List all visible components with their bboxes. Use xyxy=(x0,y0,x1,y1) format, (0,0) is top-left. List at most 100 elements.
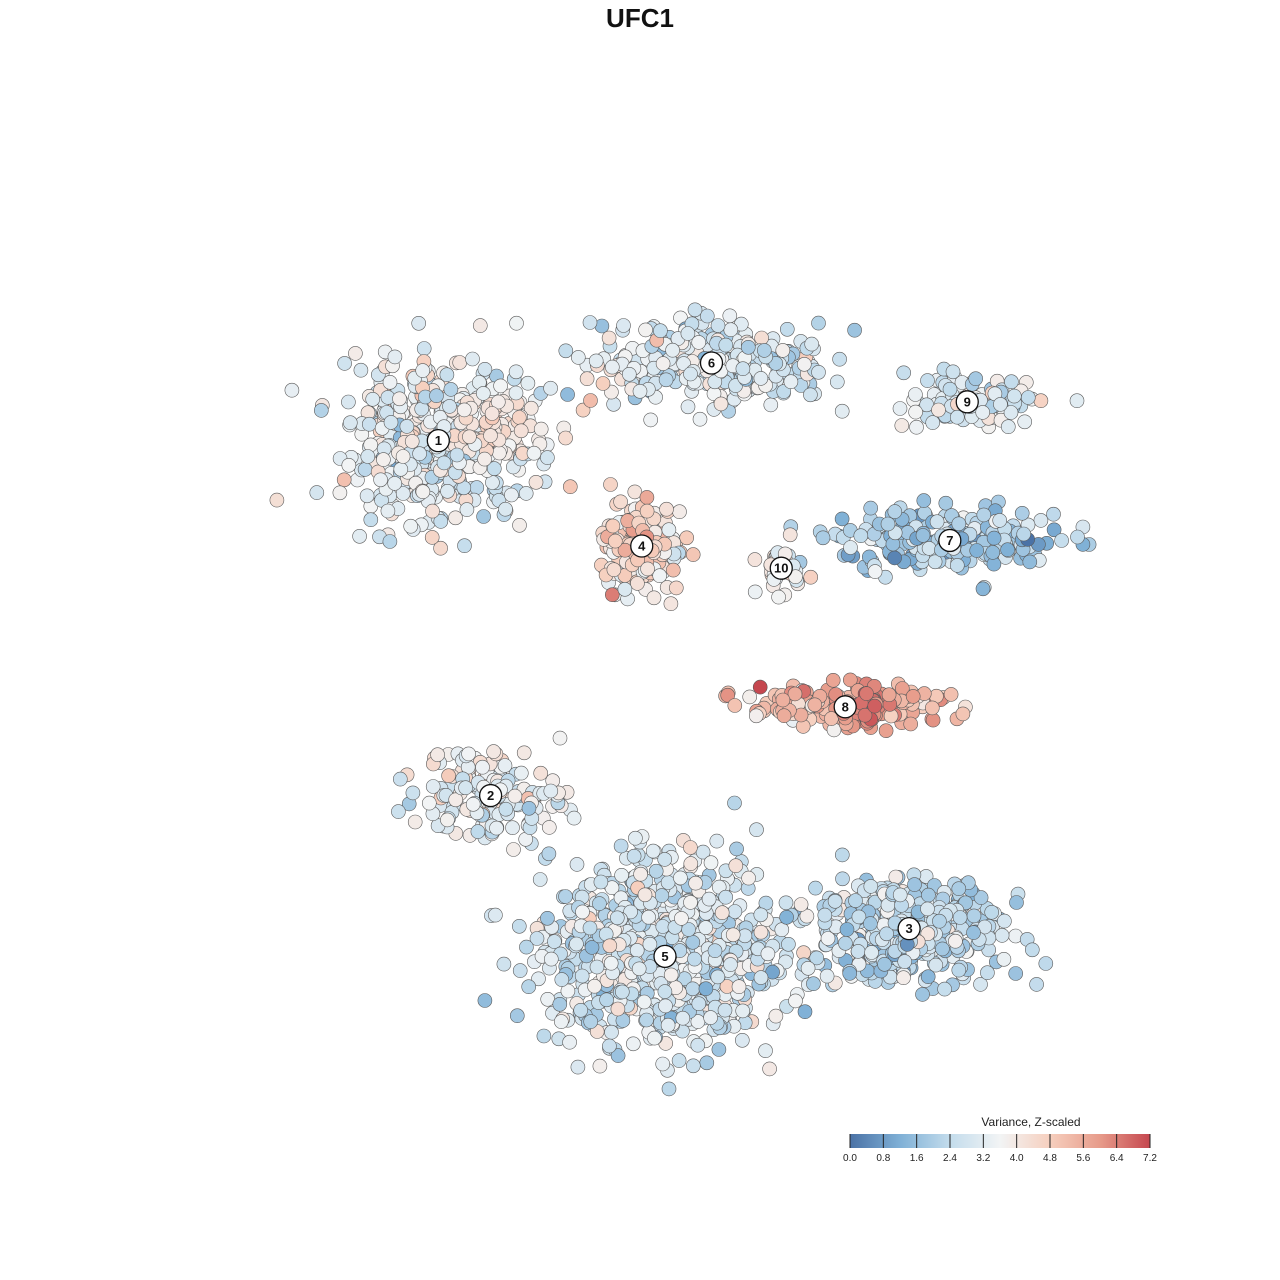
cell-point xyxy=(380,503,396,519)
cluster-label-text: 8 xyxy=(842,699,849,714)
cell-point xyxy=(815,530,831,546)
cell-point xyxy=(639,490,655,505)
cell-point xyxy=(613,494,628,510)
cell-point xyxy=(722,308,738,324)
cell-point xyxy=(753,924,769,940)
cell-point xyxy=(614,867,629,883)
cell-point xyxy=(711,1042,727,1057)
cell-point xyxy=(382,534,398,549)
cell-point xyxy=(685,1058,701,1074)
cell-point xyxy=(441,768,456,784)
cell-point xyxy=(376,452,391,467)
cell-point xyxy=(509,315,524,331)
cell-point xyxy=(892,887,908,903)
cell-point xyxy=(616,318,631,333)
cell-point xyxy=(674,911,689,926)
cell-point xyxy=(829,374,845,390)
cluster-label-text: 9 xyxy=(964,394,971,409)
cell-point xyxy=(1006,388,1022,404)
cell-point xyxy=(660,1017,676,1033)
legend-tick-label: 7.2 xyxy=(1143,1153,1157,1164)
cell-point xyxy=(997,913,1012,929)
cell-point xyxy=(731,979,747,995)
cell-point xyxy=(685,981,701,997)
cell-point xyxy=(523,400,539,416)
cell-point xyxy=(440,483,455,499)
cell-point xyxy=(827,893,843,909)
cell-point xyxy=(459,502,475,517)
cell-point xyxy=(710,318,726,333)
cell-point xyxy=(490,394,506,410)
cell-point xyxy=(509,1008,525,1024)
cell-point xyxy=(411,315,427,331)
cell-point xyxy=(661,522,677,538)
cell-point xyxy=(753,907,769,923)
cell-point xyxy=(881,687,897,703)
cell-point xyxy=(341,394,356,410)
cell-point xyxy=(309,485,325,500)
cell-point xyxy=(508,364,524,380)
cell-point xyxy=(945,364,961,380)
cell-point xyxy=(637,887,653,903)
cell-point xyxy=(587,978,602,994)
cell-point xyxy=(824,711,839,726)
cell-point xyxy=(727,904,743,919)
cell-point xyxy=(645,843,661,859)
cell-point xyxy=(630,576,645,591)
cell-point xyxy=(735,1003,751,1019)
cell-point xyxy=(516,745,532,761)
cell-point xyxy=(690,1037,706,1053)
legend-tick-label: 1.6 xyxy=(910,1153,924,1164)
cell-point xyxy=(692,411,708,427)
cell-point xyxy=(915,528,931,543)
cell-point xyxy=(878,723,894,739)
cell-point xyxy=(949,409,965,425)
cell-point xyxy=(558,430,573,446)
cell-point xyxy=(887,550,902,566)
cell-point xyxy=(488,907,503,923)
cell-point xyxy=(507,788,523,804)
cell-point xyxy=(543,380,558,396)
cell-point xyxy=(462,429,477,445)
cell-point xyxy=(976,507,992,523)
cell-point xyxy=(361,416,377,432)
cluster-label-text: 5 xyxy=(661,949,668,964)
cell-point xyxy=(640,561,655,577)
cell-point xyxy=(574,968,590,984)
cell-point xyxy=(589,959,605,975)
cell-point xyxy=(657,984,673,999)
cell-point xyxy=(569,857,585,872)
cell-point xyxy=(383,415,399,430)
cell-point xyxy=(663,967,679,983)
cell-point xyxy=(665,342,680,358)
cell-point xyxy=(520,375,536,391)
cell-point xyxy=(595,376,611,391)
cell-point xyxy=(968,371,984,387)
chart-title: UFC1 xyxy=(606,3,674,33)
cell-point xyxy=(1033,393,1049,409)
cell-point xyxy=(843,540,858,555)
cell-point xyxy=(570,350,586,365)
cell-point xyxy=(562,1034,577,1050)
cell-point xyxy=(679,530,695,546)
cell-point xyxy=(646,590,662,606)
cell-point xyxy=(554,972,570,987)
cell-point xyxy=(943,687,959,702)
legend-color-bar xyxy=(850,1134,1150,1148)
cell-point xyxy=(727,795,742,811)
cell-point xyxy=(552,730,568,746)
cluster-label-10: 10 xyxy=(769,556,793,580)
cell-point xyxy=(313,403,329,418)
cell-point xyxy=(452,355,468,370)
cell-point xyxy=(540,450,555,465)
color-legend: Variance, Z-scaled 0.0 0.8 1.6 2.4 3.2 4.0 4.8… xyxy=(843,1115,1157,1164)
cell-point xyxy=(513,765,529,781)
cell-point xyxy=(909,419,924,435)
cell-point xyxy=(558,343,574,359)
cell-point xyxy=(352,528,367,544)
cell-point xyxy=(456,402,472,418)
cell-point xyxy=(382,374,398,390)
cell-point xyxy=(668,580,684,596)
cell-point xyxy=(628,830,643,846)
